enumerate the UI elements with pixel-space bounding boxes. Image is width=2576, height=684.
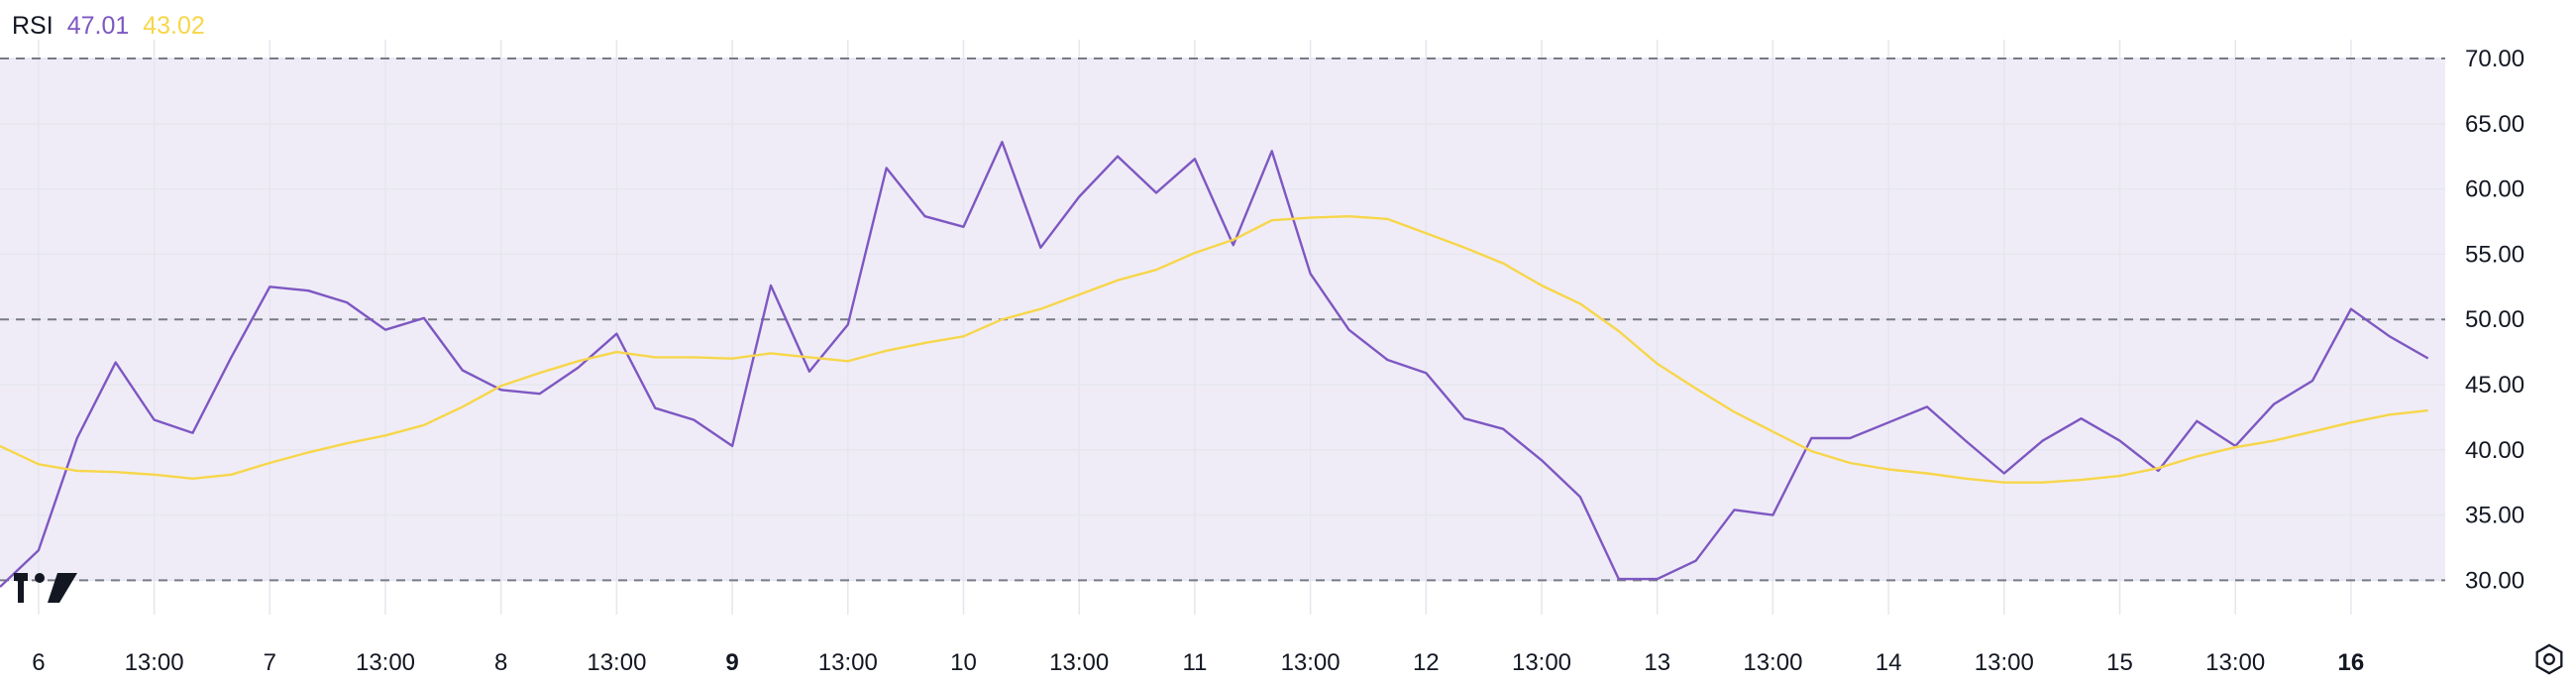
y-tick-label: 60.00 — [2465, 176, 2524, 203]
legend-rsi-value: 47.01 — [66, 12, 130, 40]
x-tick-label: 13:00 — [1049, 649, 1109, 676]
tradingview-logo-icon[interactable] — [14, 573, 77, 603]
x-tick-label: 12 — [1413, 649, 1440, 676]
y-tick-label: 45.00 — [2465, 372, 2524, 399]
legend-indicator-name: RSI — [12, 12, 54, 40]
y-tick-label: 30.00 — [2465, 567, 2524, 594]
x-tick-label: 14 — [1876, 649, 1902, 676]
y-tick-label: 55.00 — [2465, 241, 2524, 268]
x-tick-label: 11 — [1182, 649, 1207, 676]
x-tick-label: 13:00 — [1975, 649, 2034, 676]
x-tick-label: 10 — [950, 649, 977, 676]
y-tick-label: 35.00 — [2465, 503, 2524, 529]
x-tick-label: 13:00 — [356, 649, 415, 676]
x-tick-label: 13:00 — [1281, 649, 1341, 676]
x-tick-label: 13:00 — [587, 649, 646, 676]
x-tick-label: 7 — [264, 649, 276, 676]
settings-icon[interactable] — [2532, 642, 2566, 676]
y-tick-label: 40.00 — [2465, 437, 2524, 464]
y-tick-label: 50.00 — [2465, 306, 2524, 333]
legend-ma-value: 43.02 — [143, 12, 205, 40]
x-tick-label: 16 — [2338, 649, 2365, 676]
x-tick-label: 13:00 — [2205, 649, 2265, 676]
rsi-line — [0, 140, 2429, 588]
x-tick-label: 13 — [1644, 649, 1670, 676]
x-tick-label: 13:00 — [1512, 649, 1571, 676]
x-tick-label: 13:00 — [818, 649, 878, 676]
y-tick-label: 70.00 — [2465, 46, 2524, 72]
x-tick-label: 15 — [2106, 649, 2133, 676]
x-tick-label: 13:00 — [1743, 649, 1802, 676]
x-tick-label: 9 — [725, 649, 738, 676]
x-tick-label: 8 — [494, 649, 507, 676]
x-tick-label: 6 — [32, 649, 45, 676]
y-tick-label: 65.00 — [2465, 111, 2524, 138]
chart-legend: RSI 47.01 43.02 — [12, 12, 205, 41]
x-tick-label: 13:00 — [125, 649, 184, 676]
rsi-ma-line — [0, 214, 2428, 484]
